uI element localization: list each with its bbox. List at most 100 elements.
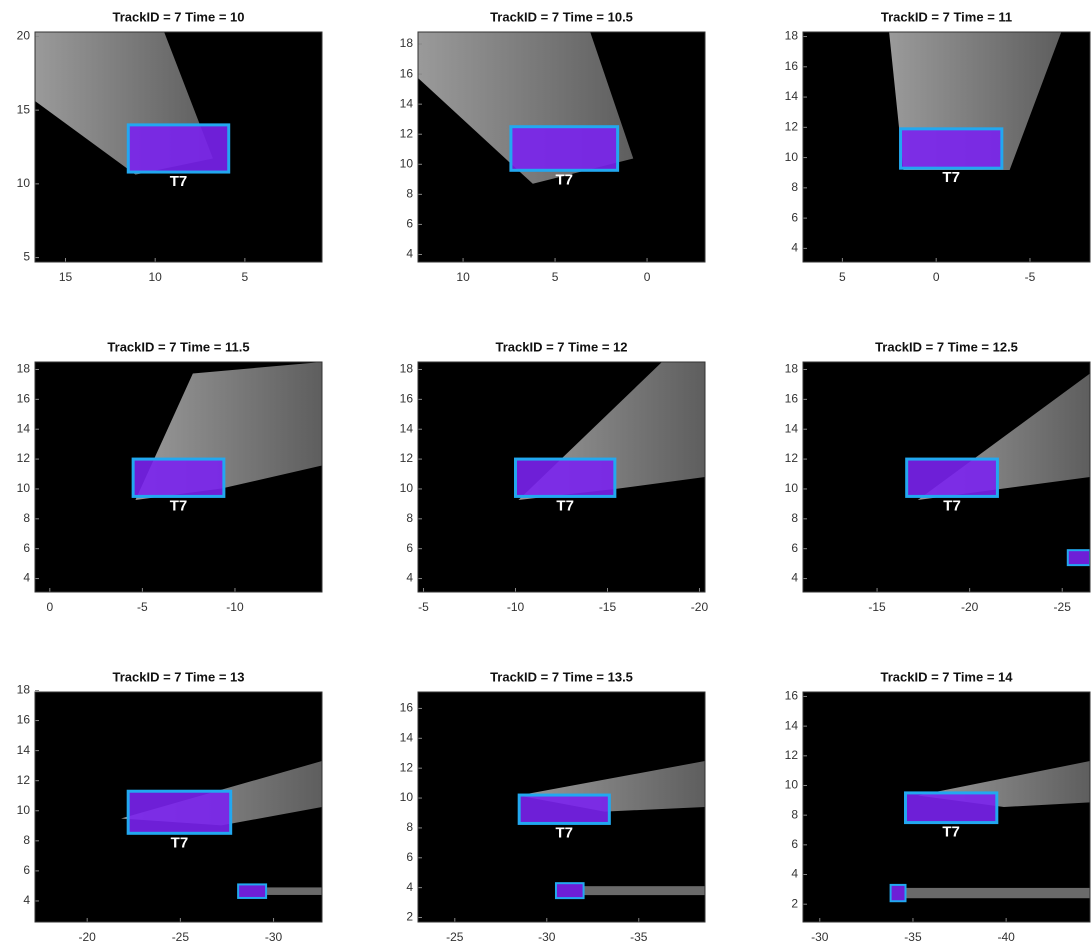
x-tick-label: -25 [172, 930, 190, 944]
plot-content [514, 362, 705, 500]
y-tick-label: 14 [785, 421, 799, 435]
y-tick-label: 18 [17, 683, 31, 697]
y-tick-label: 4 [23, 571, 30, 585]
plot-content [418, 32, 634, 184]
panel: TrackID = 7 Time = 10 15 10 5 5 10 15 20 T7 [17, 9, 323, 284]
y-tick-label: 18 [785, 362, 799, 376]
streak [905, 887, 1090, 899]
track-label: T7 [943, 497, 961, 514]
track-box [514, 457, 617, 498]
track-box [131, 457, 226, 498]
y-tick-label: 16 [785, 689, 799, 703]
y-tick-label: 18 [400, 36, 414, 50]
axes-frame [34, 691, 323, 923]
track-box [126, 123, 231, 174]
y-tick-label: 16 [785, 392, 799, 406]
streak [583, 886, 705, 896]
y-tick-label: 4 [791, 571, 798, 585]
x-tick-label: -25 [1054, 600, 1072, 614]
panel-title: TrackID = 7 Time = 11 [881, 9, 1012, 24]
track-box [126, 789, 233, 835]
y-tick-label: 18 [17, 362, 31, 376]
x-tick-label: -5 [418, 600, 429, 614]
track-label: T7 [942, 169, 960, 186]
y-tick-label: 14 [400, 421, 414, 435]
x-tick-label: -15 [868, 600, 886, 614]
track-box [1066, 549, 1090, 567]
plot-content [131, 362, 322, 500]
plot-content [35, 32, 231, 175]
y-tick-label: 4 [406, 880, 413, 894]
x-tick-label: -25 [446, 930, 464, 944]
y-tick-label: 14 [17, 743, 31, 757]
y-tick-label: 12 [785, 748, 799, 762]
y-tick-label: 16 [785, 59, 799, 73]
x-tick-label: 5 [552, 270, 559, 284]
y-tick-label: 16 [17, 392, 31, 406]
axes-frame [802, 31, 1091, 263]
track-label: T7 [170, 497, 188, 514]
y-tick-label: 2 [791, 896, 798, 910]
track-box [905, 457, 999, 498]
y-tick-label: 16 [400, 66, 414, 80]
panel-title: TrackID = 7 Time = 10 [112, 9, 244, 24]
y-tick-label: 5 [23, 250, 30, 264]
x-tick-label: 5 [839, 270, 846, 284]
track-box [237, 883, 268, 899]
y-tick-label: 4 [791, 241, 798, 255]
y-tick-label: 12 [785, 120, 799, 134]
y-tick-label: 18 [400, 362, 414, 376]
panel: TrackID = 7 Time = 10.5 10 5 0 4 6 8 10 12 14 16 18… [400, 9, 706, 284]
panel-title: TrackID = 7 Time = 10.5 [490, 9, 633, 24]
x-tick-label: -20 [691, 600, 709, 614]
x-tick-label: -40 [997, 930, 1015, 944]
y-tick-label: 4 [791, 867, 798, 881]
y-tick-label: 16 [17, 713, 31, 727]
track-box [509, 125, 620, 172]
x-tick-label: -10 [226, 600, 244, 614]
track-label: T7 [556, 824, 574, 841]
y-tick-label: 6 [406, 850, 413, 864]
axes-frame [802, 691, 1091, 923]
y-tick-label: 12 [17, 451, 31, 465]
plot-content [517, 761, 705, 900]
y-tick-label: 12 [785, 451, 799, 465]
axes-frame [417, 31, 706, 263]
panel-title: TrackID = 7 Time = 11.5 [107, 339, 249, 354]
y-tick-label: 14 [400, 96, 414, 110]
y-tick-label: 2 [406, 910, 413, 924]
track-label: T7 [171, 834, 189, 851]
y-tick-label: 12 [400, 126, 414, 140]
panel: TrackID = 7 Time = 11.5 0 -5 -10 4 6 8 10 12 14 16… [17, 339, 323, 614]
y-tick-label: 4 [406, 247, 413, 261]
y-tick-label: 12 [400, 451, 414, 465]
plot-content [889, 32, 1062, 170]
plot-content [121, 761, 322, 899]
y-tick-label: 4 [23, 893, 30, 907]
y-tick-label: 10 [17, 803, 31, 817]
y-tick-label: 8 [406, 511, 413, 525]
panel: TrackID = 7 Time = 13 -20 -25 -30 4 6 8 10 12 14 1… [17, 669, 323, 944]
x-tick-label: -5 [137, 600, 148, 614]
y-tick-label: 6 [791, 541, 798, 555]
axes-frame [802, 361, 1091, 593]
y-tick-label: 8 [791, 807, 798, 821]
y-tick-label: 18 [785, 29, 799, 43]
x-tick-label: -35 [630, 930, 648, 944]
y-tick-label: 10 [17, 176, 31, 190]
y-tick-label: 6 [406, 217, 413, 231]
y-tick-label: 14 [17, 421, 31, 435]
y-tick-label: 10 [785, 481, 799, 495]
x-tick-label: -15 [599, 600, 617, 614]
panel-title: TrackID = 7 Time = 13 [112, 669, 244, 684]
x-tick-label: -35 [904, 930, 922, 944]
panel-title: TrackID = 7 Time = 12.5 [875, 339, 1018, 354]
x-tick-label: -30 [811, 930, 829, 944]
y-tick-label: 16 [400, 392, 414, 406]
track-label: T7 [556, 497, 574, 514]
axes-frame [34, 31, 323, 263]
y-tick-label: 10 [400, 481, 414, 495]
y-tick-label: 15 [17, 102, 31, 116]
track-label: T7 [170, 173, 188, 190]
y-tick-label: 10 [17, 481, 31, 495]
